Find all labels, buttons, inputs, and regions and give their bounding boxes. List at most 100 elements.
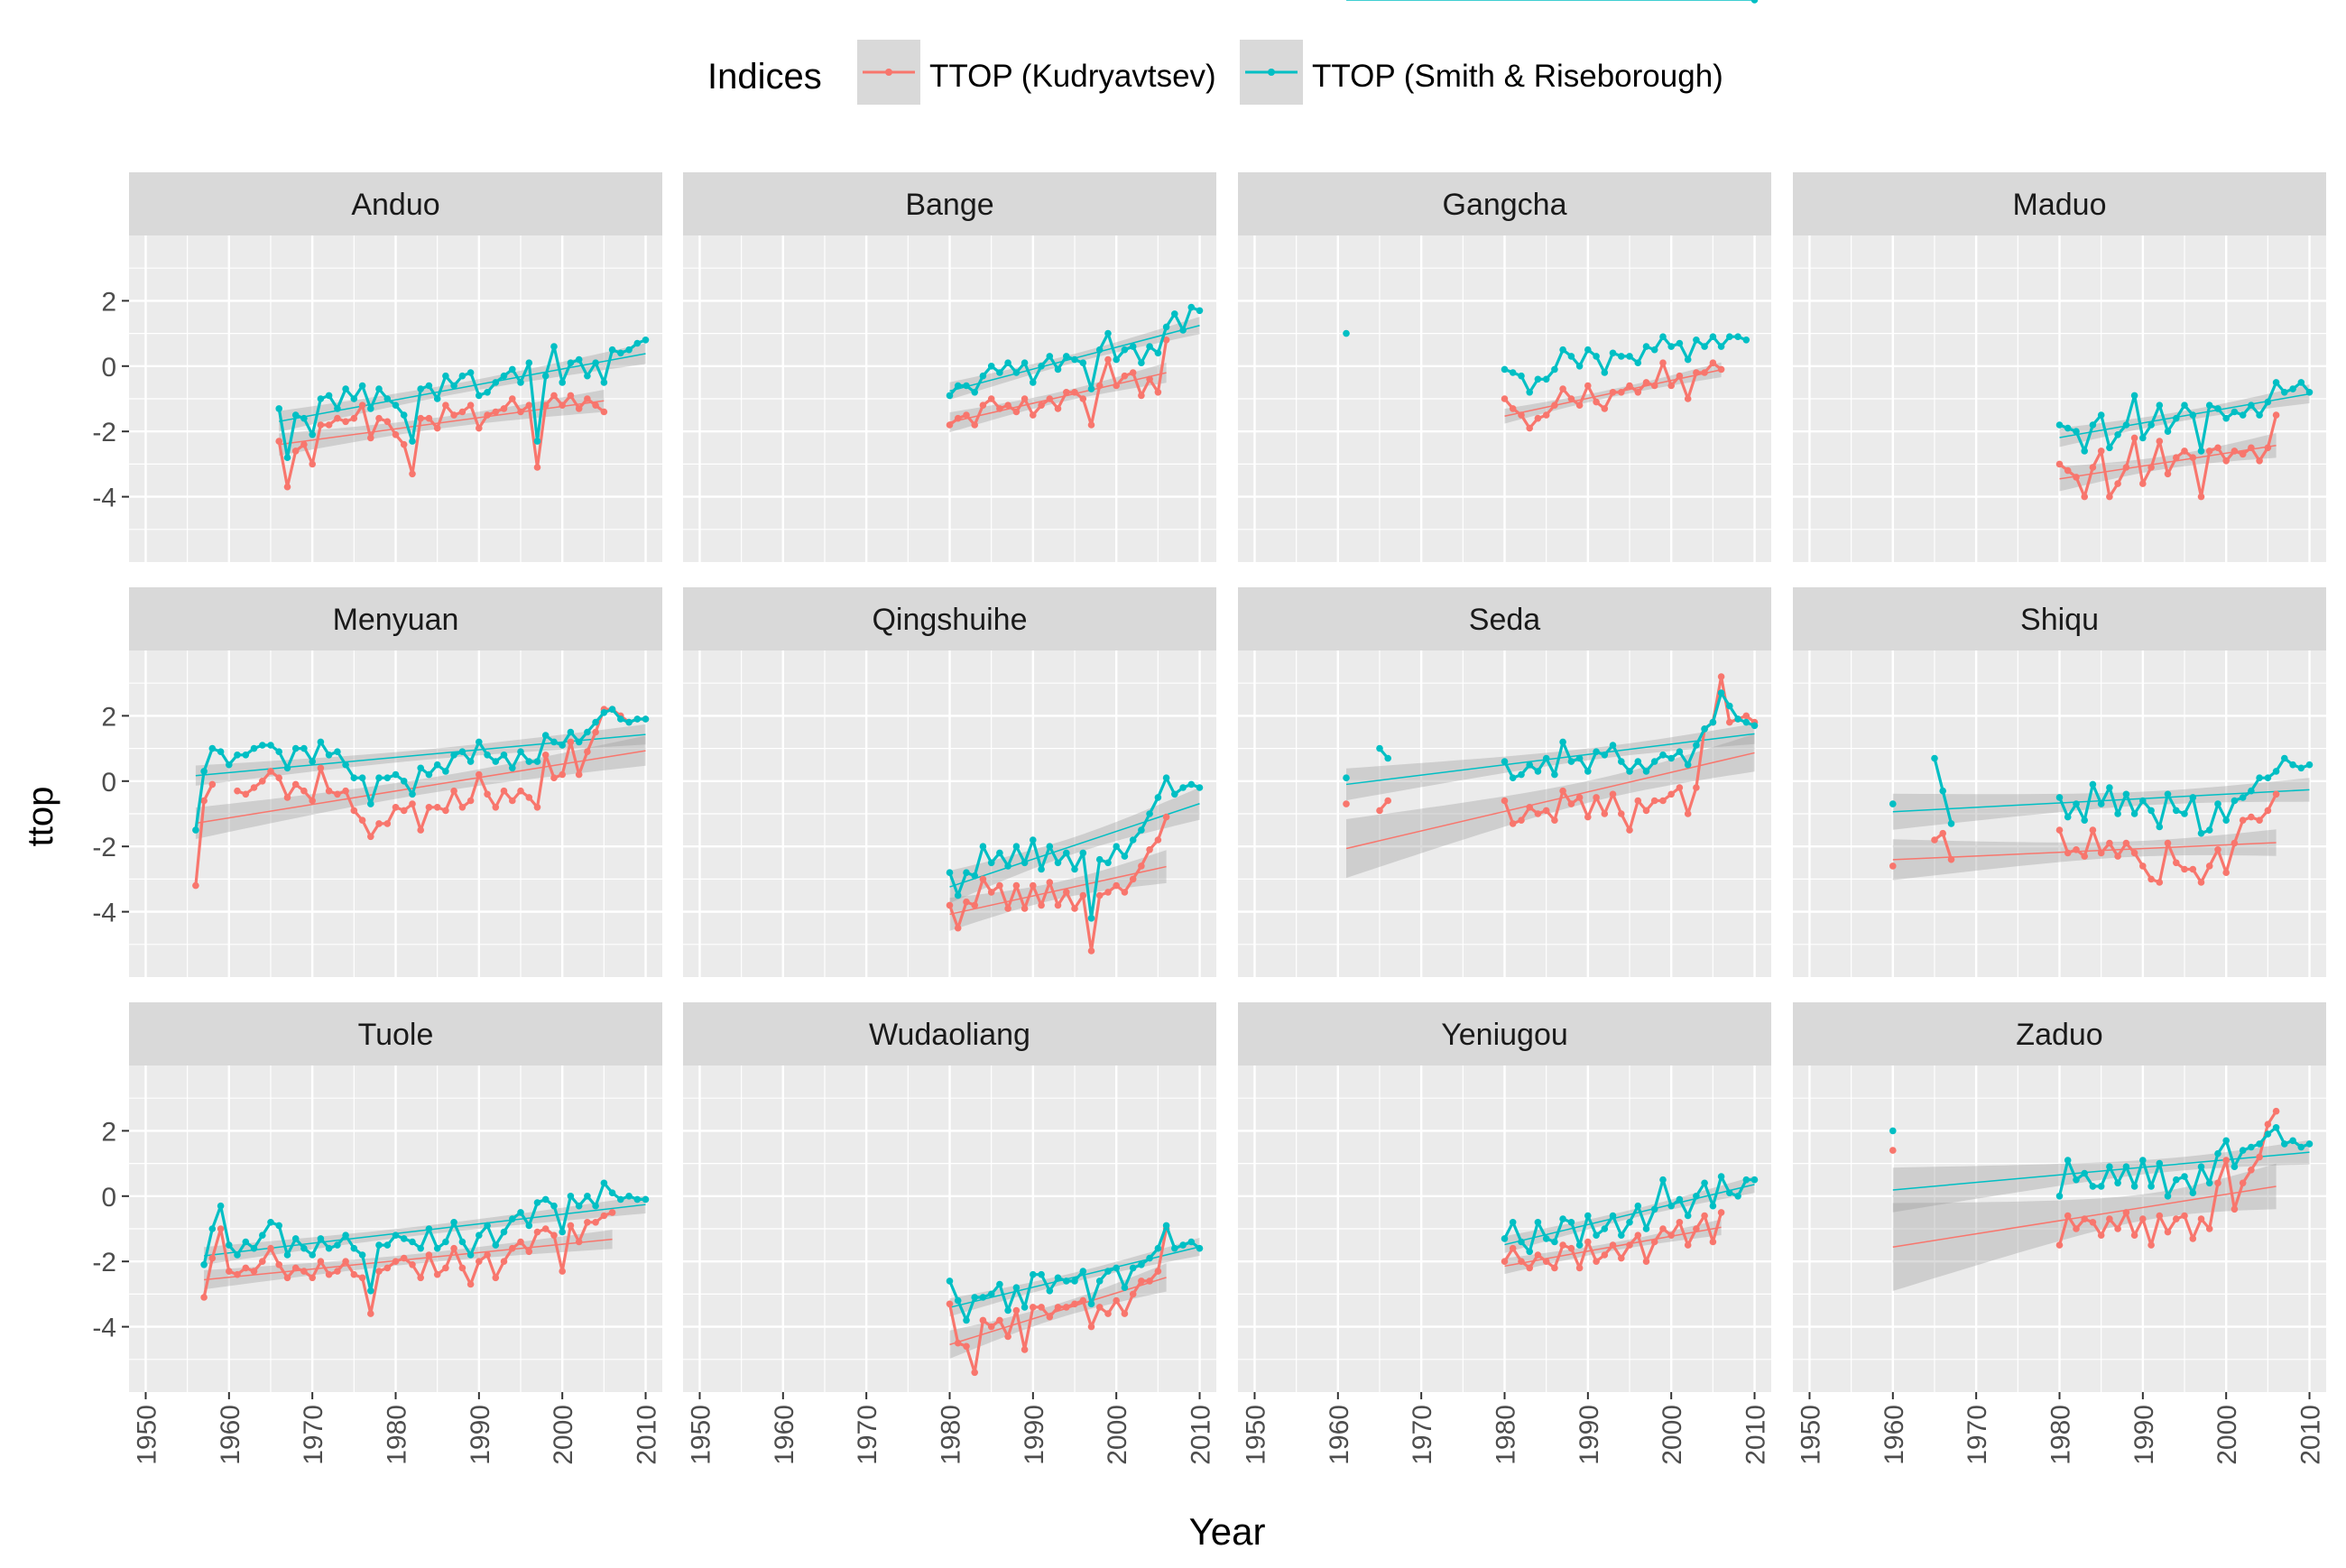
data-point (1684, 1212, 1692, 1220)
data-point (275, 438, 283, 445)
data-point (1584, 346, 1592, 354)
data-point (208, 1225, 217, 1232)
data-point (2205, 862, 2213, 870)
data-point (2055, 1193, 2064, 1200)
data-point (334, 1268, 341, 1275)
data-point (2139, 862, 2147, 870)
data-point (541, 1195, 550, 1204)
data-point (509, 1244, 516, 1252)
data-point (517, 787, 524, 795)
data-point (291, 744, 300, 752)
data-point (259, 1258, 266, 1265)
data-point (617, 349, 624, 357)
data-point (2139, 797, 2147, 805)
data-point (1095, 855, 1104, 863)
data-point (300, 440, 308, 448)
data-point (2239, 816, 2247, 824)
data-point (1575, 363, 1584, 370)
data-point (1179, 784, 1187, 791)
smooth-trend-line (195, 750, 646, 825)
data-point (234, 752, 241, 759)
data-point (1584, 1212, 1592, 1220)
data-point (525, 1248, 533, 1256)
data-point (1567, 758, 1575, 765)
data-point (2130, 1183, 2138, 1190)
data-point (963, 382, 970, 390)
data-point (2181, 401, 2188, 410)
data-point (309, 1251, 317, 1259)
facet-strip (683, 1002, 1216, 1065)
data-point (971, 1294, 978, 1301)
data-point (2156, 401, 2164, 410)
data-point (2156, 1212, 2164, 1220)
data-point (979, 875, 987, 883)
data-point (1021, 859, 1029, 867)
data-point (2297, 1143, 2305, 1151)
data-point (476, 1231, 483, 1239)
data-point (517, 408, 524, 416)
data-point (433, 395, 441, 402)
data-point (2173, 454, 2180, 462)
data-point (334, 748, 341, 755)
x-tick-label: 1950 (1241, 1405, 1270, 1465)
data-point (617, 1195, 624, 1204)
data-point (2189, 794, 2197, 801)
data-point (275, 774, 283, 781)
data-point (954, 924, 962, 932)
data-point (317, 764, 325, 772)
data-point (2264, 1130, 2272, 1138)
data-point (2272, 790, 2280, 798)
data-point (1146, 846, 1153, 853)
data-point (317, 421, 325, 429)
data-point (2248, 401, 2255, 410)
data-point (375, 414, 383, 422)
data-point (2130, 849, 2138, 857)
data-point (2189, 454, 2197, 462)
data-point (2089, 1219, 2097, 1226)
data-point (1063, 353, 1070, 360)
data-point (1518, 1258, 1525, 1265)
data-point (2289, 385, 2296, 392)
data-point (946, 421, 954, 429)
data-point (226, 1241, 233, 1249)
data-point (2130, 810, 2138, 817)
data-point (996, 369, 1003, 376)
data-point (2122, 421, 2130, 429)
y-tick-label: 0 (101, 353, 116, 383)
data-point (584, 372, 591, 380)
data-point (1693, 742, 1700, 749)
data-point (1154, 1244, 1162, 1252)
data-point (1634, 1202, 1642, 1210)
data-point (409, 470, 416, 478)
data-point (484, 752, 491, 759)
data-point (1012, 1306, 1021, 1314)
data-point (575, 405, 583, 412)
data-point (1021, 395, 1029, 402)
data-point (2305, 761, 2314, 769)
data-point (2205, 826, 2213, 834)
data-point (575, 1202, 583, 1210)
data-point (567, 738, 575, 746)
data-point (375, 774, 383, 781)
data-point (946, 392, 954, 400)
data-point (283, 1251, 291, 1259)
data-point (250, 1244, 258, 1252)
data-point (1559, 385, 1566, 392)
facet-strip (1238, 172, 1771, 235)
data-point (2256, 411, 2263, 419)
facet-strip (1238, 1002, 1771, 1065)
data-point (433, 1270, 441, 1278)
data-point (979, 372, 987, 380)
data-point (1717, 673, 1725, 680)
data-point (208, 1254, 217, 1262)
data-point (1709, 1238, 1717, 1246)
data-point (946, 1300, 954, 1308)
data-point (987, 859, 995, 867)
data-point (1717, 1173, 1725, 1180)
data-point (2097, 447, 2105, 455)
data-point (1676, 1219, 1684, 1226)
data-point (1593, 1231, 1600, 1239)
data-point (1609, 1212, 1617, 1220)
data-point (1618, 389, 1625, 396)
data-point (1601, 369, 1609, 376)
